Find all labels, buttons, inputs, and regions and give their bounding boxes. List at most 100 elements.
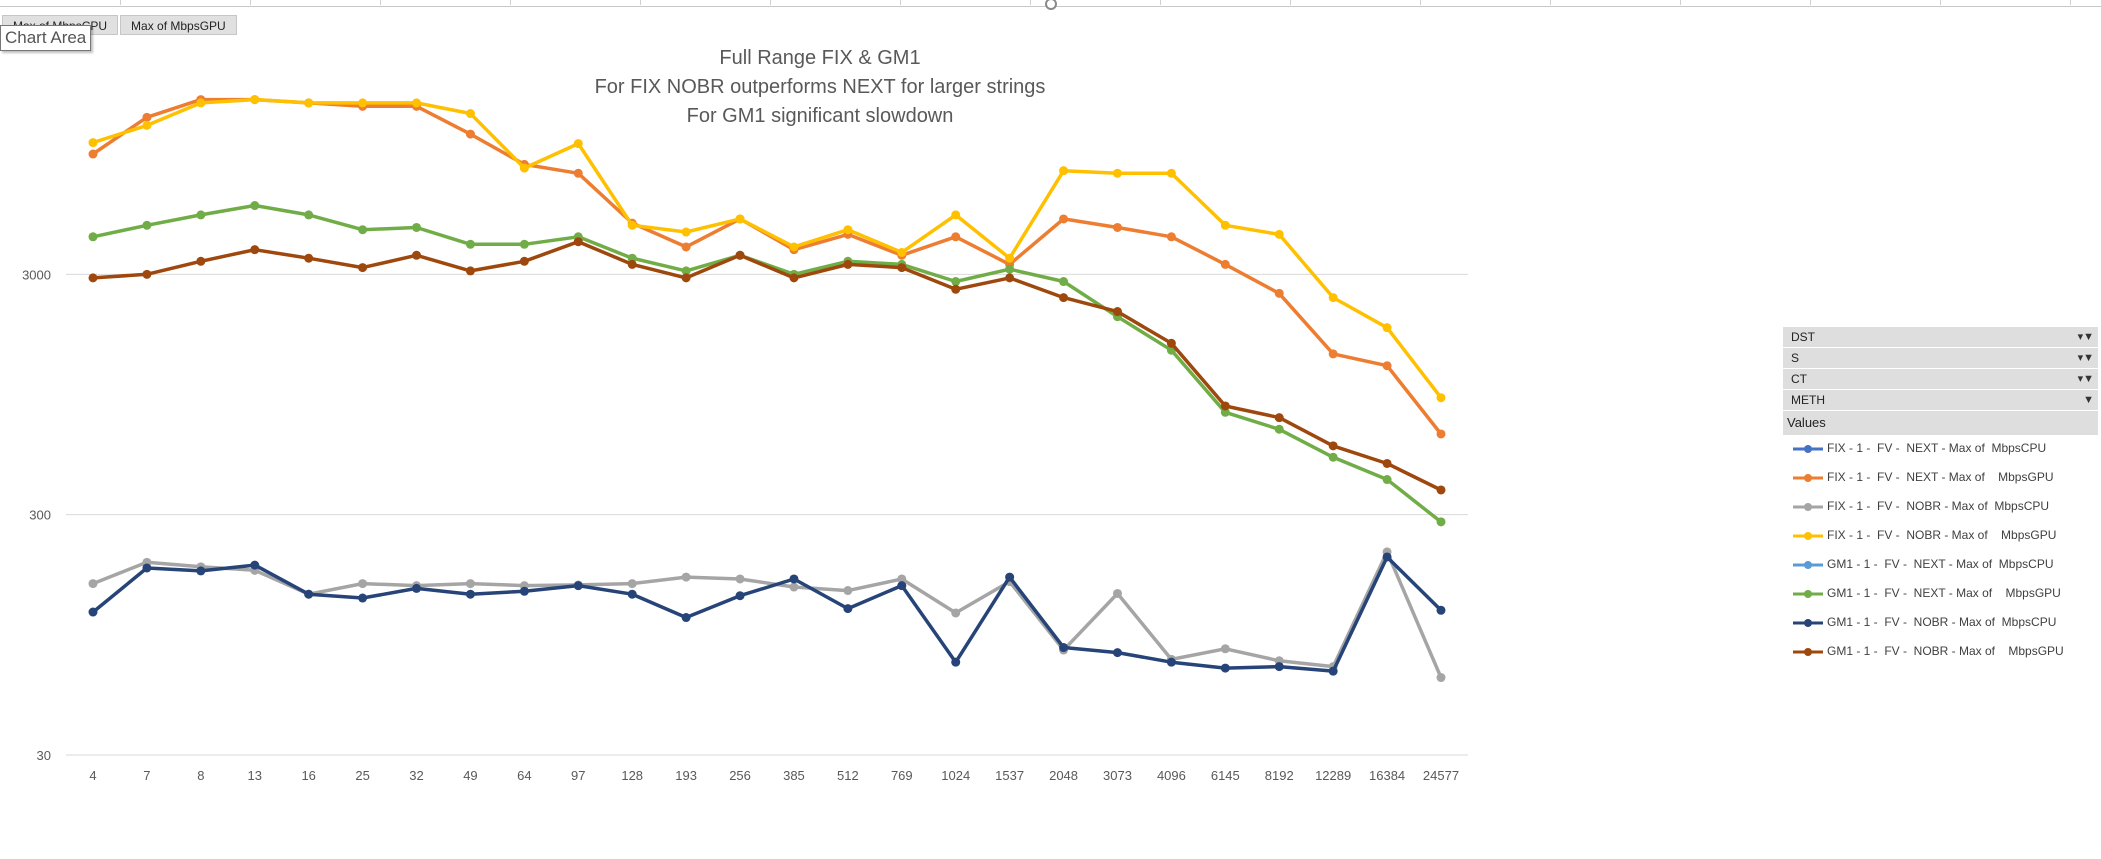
legend-entry[interactable]: GM1 - 1 - FV - NOBR - Max of MbpsGPU xyxy=(1783,638,2098,667)
filter-ct[interactable]: CT ▾▼ xyxy=(1783,369,2098,390)
value-field-button-gpu[interactable]: Max of MbpsGPU xyxy=(120,15,237,35)
data-point xyxy=(951,232,961,242)
data-point xyxy=(843,225,853,235)
data-point xyxy=(681,613,691,623)
chevron-down-icon[interactable]: ▼ xyxy=(2083,394,2094,406)
data-point xyxy=(465,266,475,276)
data-point xyxy=(196,98,206,108)
x-tick-label: 385 xyxy=(783,768,805,783)
legend-swatch xyxy=(1793,532,1823,540)
data-point xyxy=(1274,413,1284,423)
ruler-tick xyxy=(640,0,641,5)
x-tick-label: 6145 xyxy=(1211,768,1240,783)
data-point xyxy=(627,579,637,589)
chart-area-tooltip: Chart Area xyxy=(0,25,92,51)
data-point xyxy=(1436,673,1446,683)
data-point xyxy=(681,242,691,252)
data-point xyxy=(142,112,152,122)
data-point xyxy=(1436,429,1446,439)
x-tick-label: 24577 xyxy=(1423,768,1459,783)
data-point xyxy=(1112,307,1122,317)
data-point xyxy=(1220,407,1230,417)
filter-funnel-icon[interactable]: ▾▼ xyxy=(2077,331,2094,343)
x-tick-label: 8 xyxy=(197,768,204,783)
legend-entry[interactable]: FIX - 1 - FV - NEXT - Max of MbpsCPU xyxy=(1783,435,2098,464)
chart-resize-handle[interactable] xyxy=(1045,0,1057,10)
data-point xyxy=(1005,264,1015,274)
x-tick-label: 16384 xyxy=(1369,768,1405,783)
data-point xyxy=(1274,288,1284,298)
data-point xyxy=(1166,168,1176,178)
filter-dst[interactable]: DST ▾▼ xyxy=(1783,327,2098,348)
ruler-tick xyxy=(120,0,121,5)
legend-swatch xyxy=(1793,561,1823,569)
legend-entry[interactable]: FIX - 1 - FV - NOBR - Max of MbpsGPU xyxy=(1783,522,2098,551)
data-point xyxy=(358,263,368,273)
legend-entry[interactable]: GM1 - 1 - FV - NEXT - Max of MbpsCPU xyxy=(1783,551,2098,580)
filter-s[interactable]: S ▾▼ xyxy=(1783,348,2098,369)
legend-swatch xyxy=(1793,474,1823,482)
ruler-tick xyxy=(770,0,771,5)
legend-entry[interactable]: GM1 - 1 - FV - NEXT - Max of MbpsGPU xyxy=(1783,580,2098,609)
ruler-tick xyxy=(250,0,251,5)
data-point xyxy=(250,95,260,105)
data-point xyxy=(897,574,907,584)
data-point xyxy=(1328,349,1338,359)
data-point xyxy=(573,237,583,247)
y-tick-label: 30 xyxy=(37,748,51,763)
chart-title: Full Range FIX & GM1 For FIX NOBR outper… xyxy=(520,44,1120,131)
data-point xyxy=(681,273,691,283)
x-tick-label: 769 xyxy=(891,768,913,783)
filter-meth[interactable]: METH ▼ xyxy=(1783,390,2098,411)
legend-swatch-marker xyxy=(1804,619,1812,627)
x-tick-label: 13 xyxy=(248,768,262,783)
data-point xyxy=(843,604,853,614)
data-point xyxy=(412,222,422,232)
data-point xyxy=(1328,441,1338,451)
data-point xyxy=(681,572,691,582)
legend-label: FIX - 1 - FV - NEXT - Max of MbpsCPU xyxy=(1827,441,2047,455)
filter-funnel-icon[interactable]: ▾▼ xyxy=(2077,373,2094,385)
data-point xyxy=(627,220,637,230)
data-point xyxy=(1166,657,1176,667)
data-point xyxy=(735,250,745,260)
legend-entry[interactable]: FIX - 1 - FV - NOBR - Max of MbpsCPU xyxy=(1783,493,2098,522)
data-point xyxy=(519,256,529,266)
x-tick-label: 8192 xyxy=(1265,768,1294,783)
data-point xyxy=(1059,214,1069,224)
series-line xyxy=(91,555,1443,673)
data-point xyxy=(1274,662,1284,672)
x-tick-label: 193 xyxy=(675,768,697,783)
series-line xyxy=(92,97,1443,399)
ruler-tick xyxy=(2070,0,2071,5)
data-point xyxy=(519,239,529,249)
data-point xyxy=(196,566,206,576)
series-line xyxy=(92,550,1443,679)
data-point xyxy=(1059,166,1069,176)
filter-label: METH xyxy=(1791,393,1825,407)
data-point xyxy=(142,120,152,130)
legend-swatch-marker xyxy=(1804,648,1812,656)
x-tick-label: 2048 xyxy=(1049,768,1078,783)
data-point xyxy=(1382,475,1392,485)
ruler-tick xyxy=(510,0,511,5)
data-point xyxy=(681,266,691,276)
legend-entry[interactable]: FIX - 1 - FV - NEXT - Max of MbpsGPU xyxy=(1783,464,2098,493)
ruler-tick xyxy=(1030,0,1031,5)
legend-entry[interactable]: GM1 - 1 - FV - NOBR - Max of MbpsCPU xyxy=(1783,609,2098,638)
data-point xyxy=(304,589,314,599)
data-point xyxy=(412,250,422,260)
data-point xyxy=(1328,293,1338,303)
data-point xyxy=(250,201,260,211)
data-point xyxy=(1220,663,1230,673)
data-point xyxy=(1166,232,1176,242)
data-point xyxy=(358,225,368,235)
filter-funnel-icon[interactable]: ▾▼ xyxy=(2077,352,2094,364)
legend-swatch-marker xyxy=(1804,474,1812,482)
x-tick-label: 16 xyxy=(301,768,315,783)
x-tick-label: 12289 xyxy=(1315,768,1351,783)
data-point xyxy=(1436,485,1446,495)
legend-swatch-marker xyxy=(1804,445,1812,453)
data-point xyxy=(573,139,583,149)
